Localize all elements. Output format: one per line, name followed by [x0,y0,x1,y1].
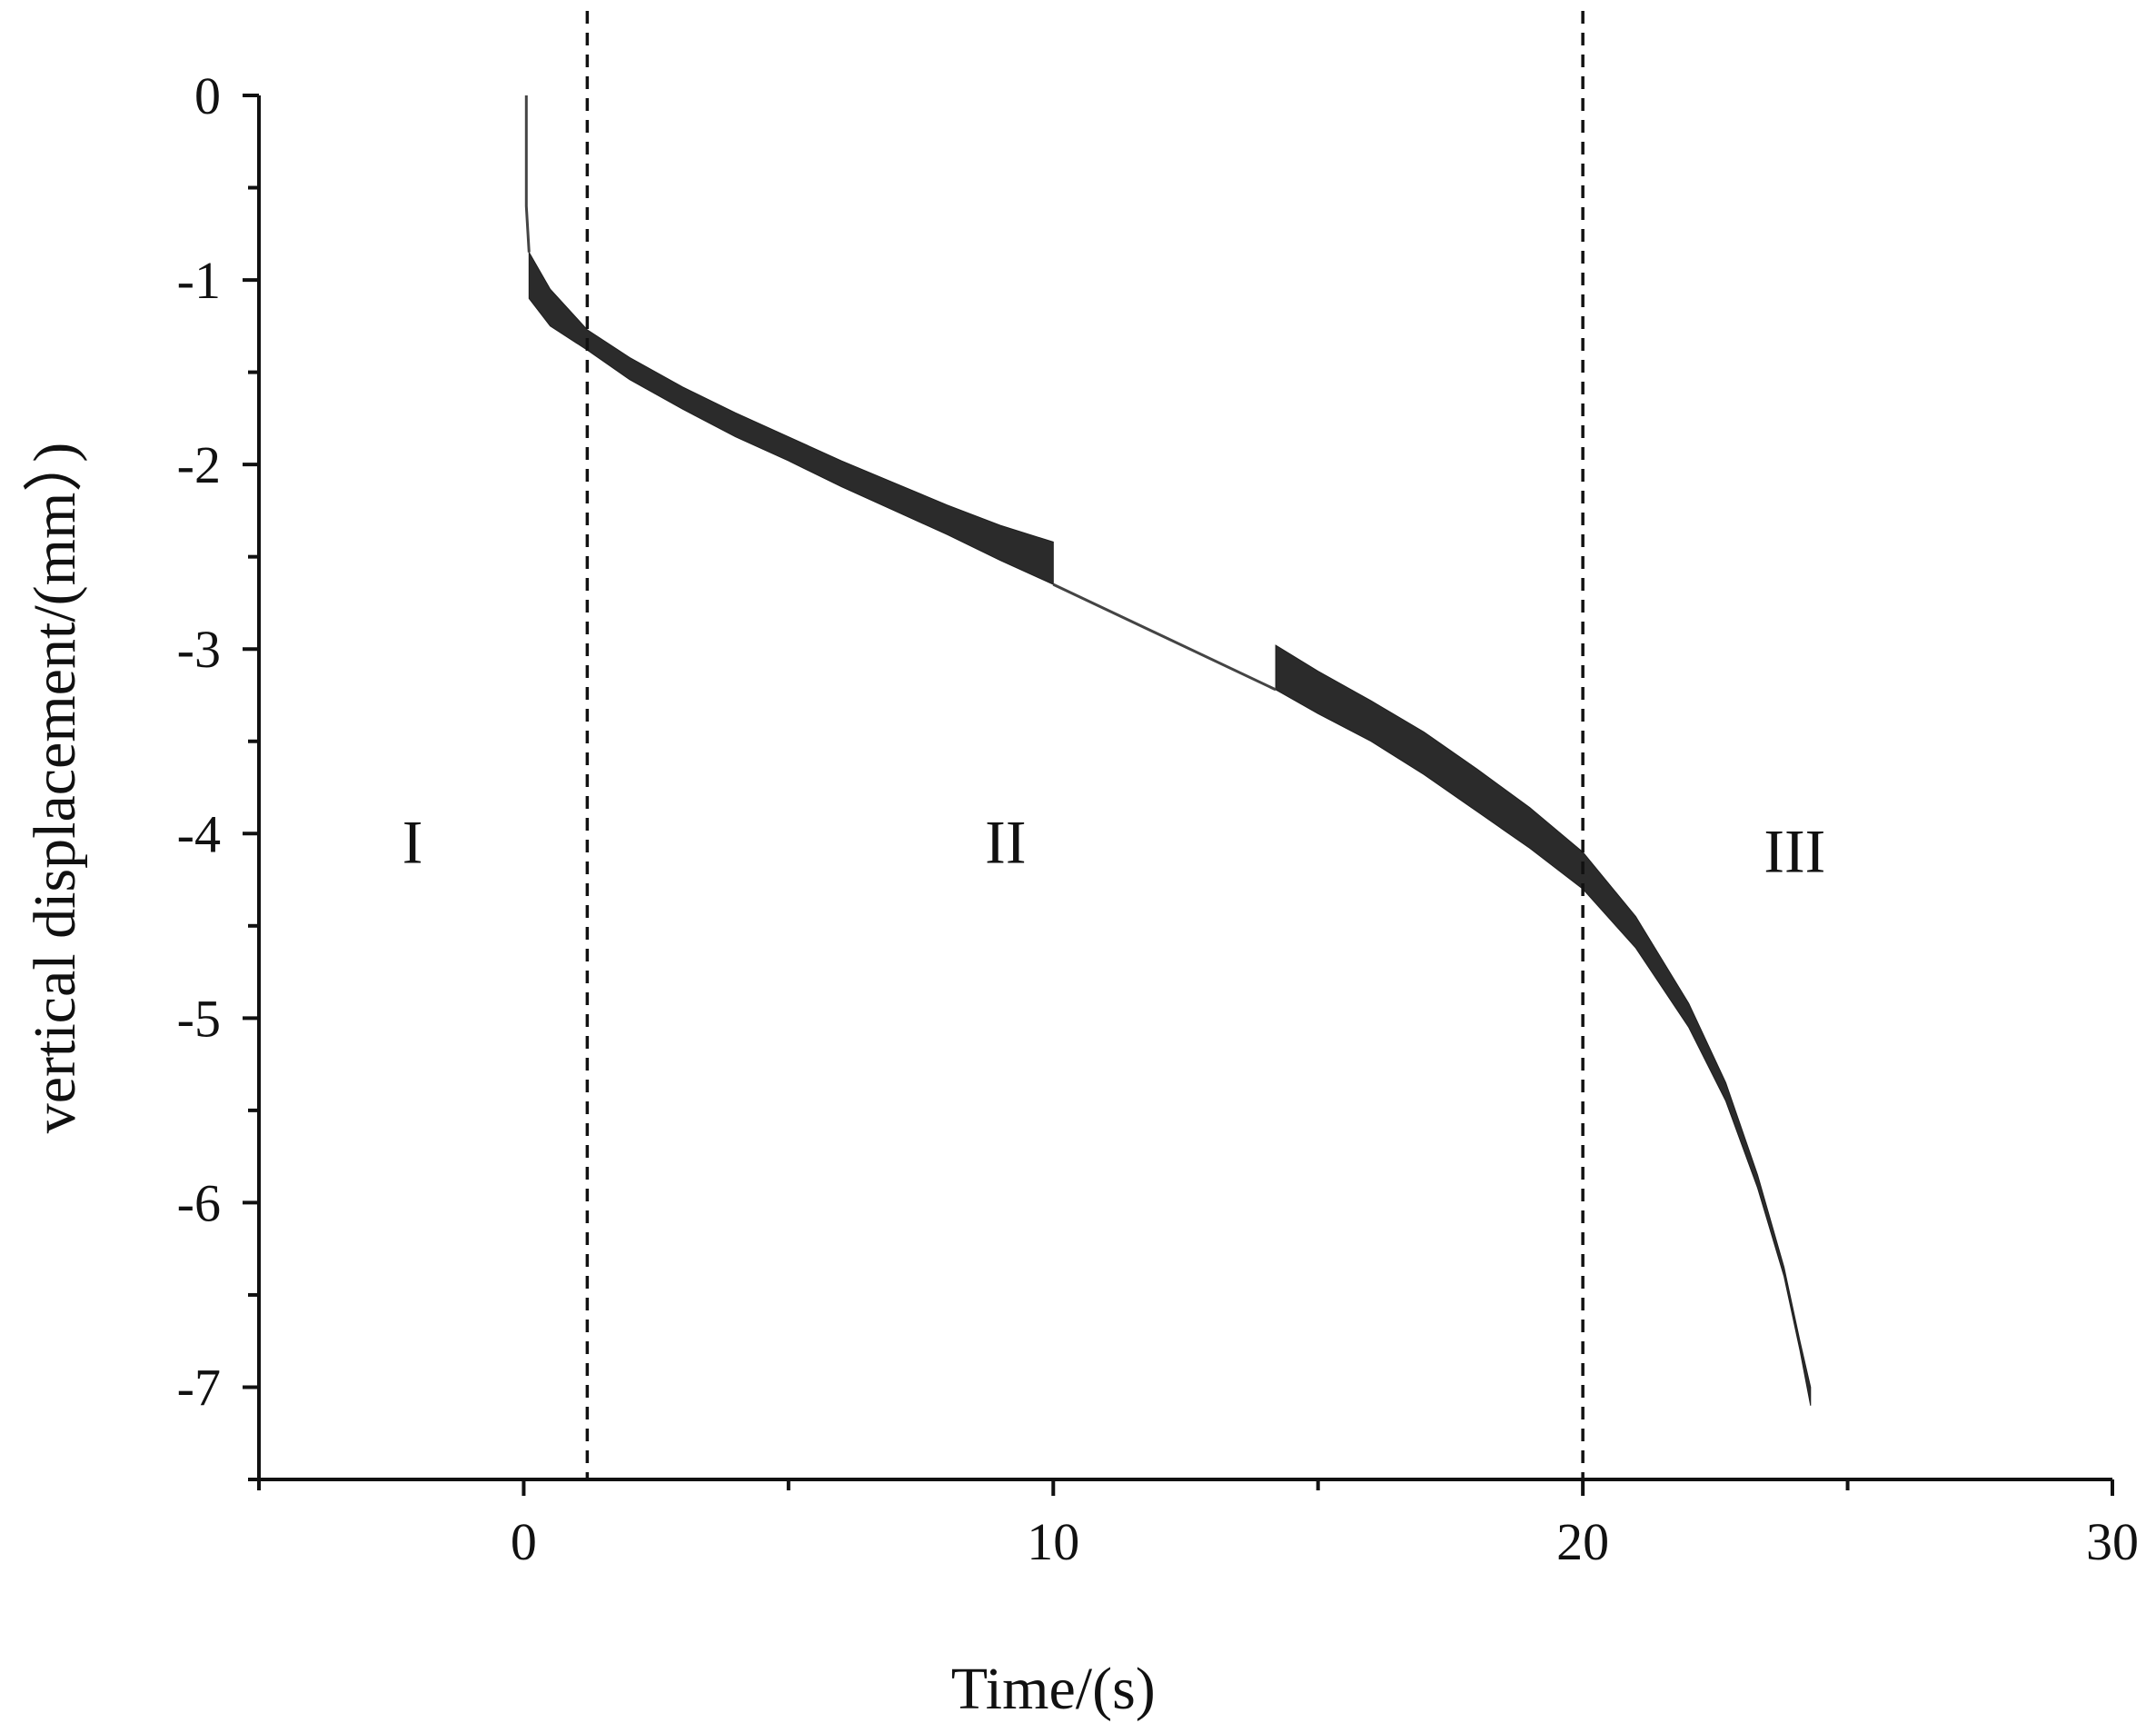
series-line-3 [1052,583,1277,692]
stage-label: II [985,807,1026,876]
y-tick-label: -1 [177,251,221,310]
stage-label: III [1764,817,1825,886]
series-band-1 [1275,644,1812,1406]
y-tick-label: 0 [194,66,221,125]
axes [257,95,2112,1481]
series-band-0 [528,250,1054,585]
ticks: 0 10 20 30 0 -1 -2 -3 -4 -5 -6 -7 [177,66,2139,1571]
series-line-2 [524,95,531,253]
x-tick-label: 0 [511,1512,537,1571]
stage-dividers [585,11,1585,1479]
y-tick-label: -7 [177,1358,221,1417]
y-tick-label: -4 [177,804,221,863]
stage-label: I [402,807,423,876]
x-axis-title: Time/(s) [951,1656,1156,1722]
stage-labels: I II III [402,807,1826,885]
x-tick-label: 20 [1556,1512,1609,1571]
x-tick-label: 30 [2086,1512,2139,1571]
y-tick-label: -5 [177,989,221,1048]
y-tick-label: -6 [177,1173,221,1232]
y-tick-label: -2 [177,435,221,494]
y-tick-label: -3 [177,620,221,679]
y-axis-title: vertical displacement/(mm）) [22,443,88,1134]
x-tick-label: 10 [1027,1512,1079,1571]
plot-area [524,95,1812,1406]
